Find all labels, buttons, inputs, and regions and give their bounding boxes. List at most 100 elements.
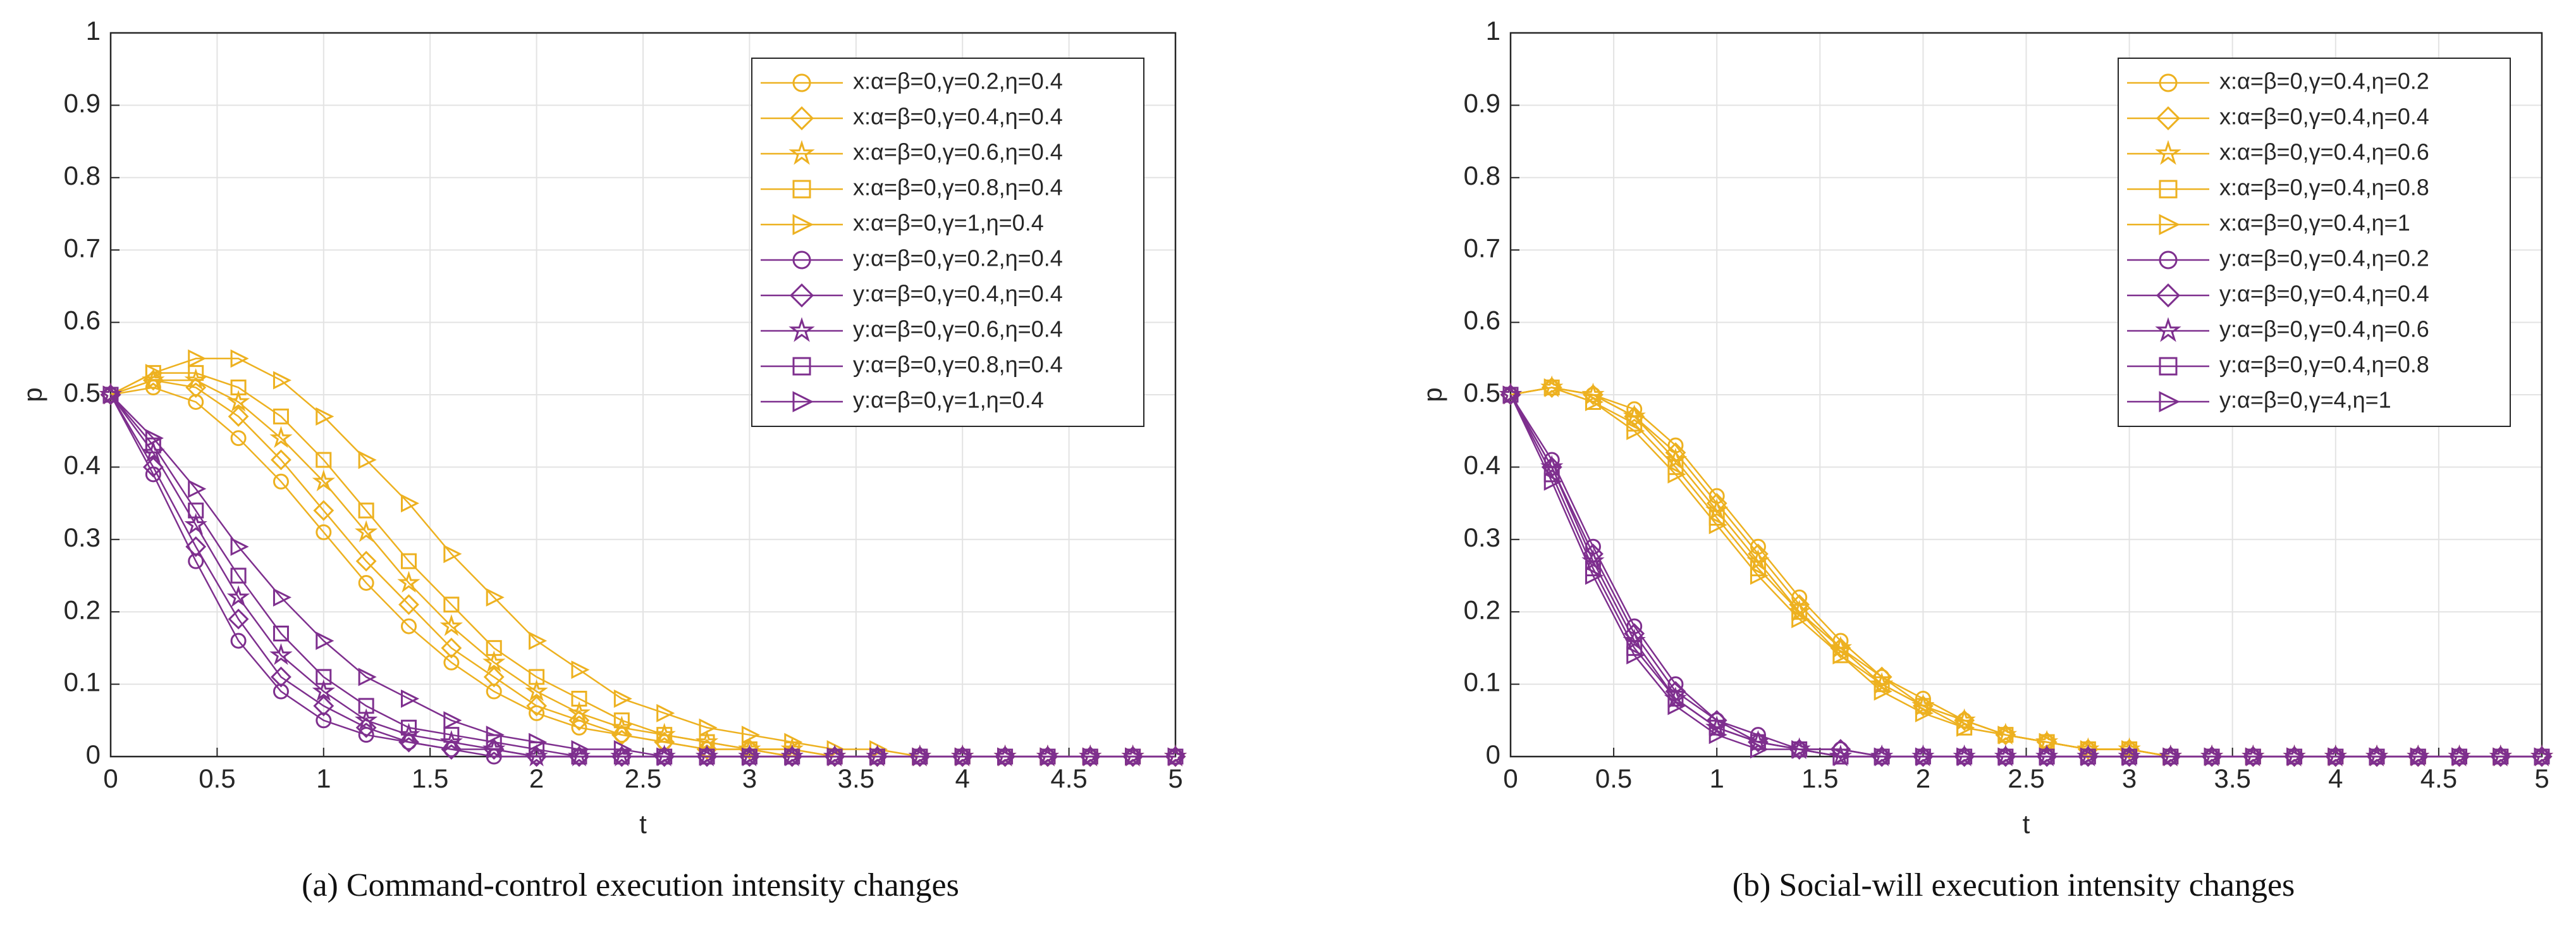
marker [2039, 733, 2058, 752]
marker [1746, 549, 1770, 571]
x-tick-label: 1.5 [412, 764, 448, 793]
x-tick-label: 4.5 [2420, 764, 2457, 793]
marker [358, 698, 374, 714]
marker [2245, 747, 2264, 766]
marker [1665, 681, 1686, 702]
marker [401, 618, 417, 634]
y-tick-label: 0.6 [64, 306, 101, 335]
legend-text: y:α=β=0,γ=0.2,η=0.4 [853, 245, 1063, 271]
marker [441, 637, 462, 659]
marker [401, 689, 420, 708]
marker [613, 740, 632, 759]
marker [401, 553, 417, 569]
marker [1830, 739, 1851, 760]
marker [398, 731, 419, 753]
marker [1706, 493, 1727, 514]
y-tick-label: 0.5 [1464, 378, 1500, 407]
x-tick-label: 0 [103, 764, 118, 793]
marker [792, 180, 811, 199]
marker [358, 667, 377, 686]
legend-text: x:α=β=0,γ=0.4,η=0.4 [2219, 104, 2429, 130]
legend-text: y:α=β=0,γ=0.4,η=0.4 [2219, 281, 2429, 307]
y-tick-label: 0.2 [1464, 595, 1500, 624]
marker [273, 408, 289, 424]
legend-text: y:α=β=0,γ=0.4,η=0.8 [2219, 352, 2429, 378]
marker [1874, 682, 1892, 701]
marker [188, 502, 204, 519]
marker [792, 251, 811, 269]
marker [1583, 543, 1604, 565]
x-tick-label: 3.5 [2214, 764, 2251, 793]
y-tick-label: 0.5 [64, 378, 101, 407]
marker [486, 683, 502, 700]
y-tick-label: 0.3 [64, 523, 101, 552]
x-tick-label: 4 [2328, 764, 2343, 793]
marker [1956, 747, 1975, 766]
marker [1750, 740, 1769, 759]
marker [401, 719, 417, 736]
x-tick-label: 2 [529, 764, 544, 793]
marker [273, 371, 291, 390]
marker [529, 733, 548, 752]
legend-text: x:α=β=0,γ=0.4,η=0.4 [853, 104, 1063, 130]
marker [188, 553, 204, 569]
marker [358, 450, 377, 469]
marker [273, 473, 289, 490]
marker [1585, 392, 1604, 411]
x-tick-label: 5 [1168, 764, 1182, 793]
x-tick-label: 2.5 [625, 764, 661, 793]
x-tick-label: 1 [316, 764, 331, 793]
marker [2156, 106, 2181, 131]
marker [184, 512, 207, 535]
marker [358, 574, 374, 591]
marker [230, 633, 247, 649]
marker [439, 614, 463, 636]
marker [1125, 747, 1144, 766]
marker [443, 654, 460, 671]
marker [613, 689, 632, 708]
marker [1789, 594, 1810, 616]
marker [2159, 357, 2178, 376]
legend-text: x:α=β=0,γ=1,η=0.4 [853, 210, 1044, 236]
y-tick-label: 0.6 [1464, 306, 1500, 335]
marker [1871, 666, 1892, 688]
marker [792, 73, 811, 92]
marker [1082, 747, 1101, 766]
marker [1832, 646, 1851, 665]
marker [1708, 516, 1727, 535]
legend-text: x:α=β=0,γ=0.2,η=0.4 [853, 68, 1063, 94]
marker [1791, 740, 1810, 759]
marker [656, 703, 675, 722]
marker [2159, 391, 2180, 412]
marker [567, 701, 591, 723]
marker [741, 726, 760, 745]
marker [316, 712, 332, 729]
y-tick-label: 0.2 [64, 595, 101, 624]
marker [1664, 447, 1688, 470]
legend-text: y:α=β=0,γ=0.6,η=0.4 [853, 316, 1063, 342]
x-tick-label: 1 [1710, 764, 1724, 793]
marker [741, 747, 760, 766]
marker [826, 747, 845, 766]
x-tick-label: 4 [955, 764, 970, 793]
marker [1665, 442, 1686, 463]
marker [2156, 283, 2181, 308]
marker [699, 747, 718, 766]
marker [1667, 696, 1686, 715]
y-axis-label: p [1418, 387, 1447, 402]
marker [230, 537, 249, 556]
marker [1622, 404, 1646, 426]
y-tick-label: 1 [86, 16, 101, 46]
marker [792, 391, 814, 412]
x-tick-label: 0.5 [199, 764, 235, 793]
legend-text: y:α=β=0,γ=1,η=0.4 [853, 387, 1044, 413]
marker [354, 708, 378, 731]
marker [1543, 472, 1562, 491]
marker [2451, 747, 2470, 766]
marker [2159, 73, 2178, 92]
marker [273, 588, 291, 607]
marker [188, 479, 207, 498]
y-tick-label: 0.9 [64, 88, 101, 118]
caption: (a) Command-control execution intensity … [302, 867, 959, 903]
